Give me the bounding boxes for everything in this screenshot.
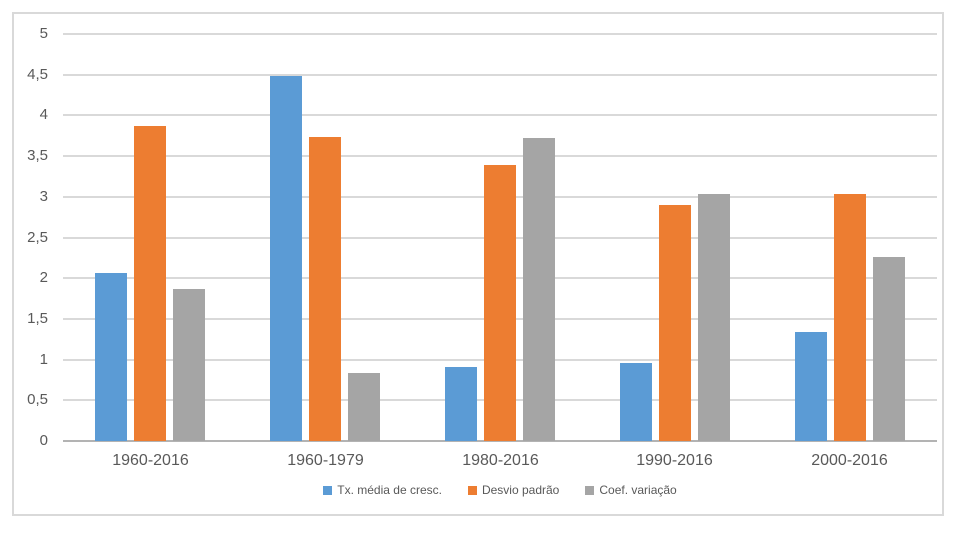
y-axis-tick-label: 4,5	[27, 66, 48, 83]
y-axis-tick-label: 3	[39, 188, 48, 205]
y-axis-tick-label: 2	[39, 269, 48, 286]
x-axis-category-label: 1960-1979	[287, 452, 364, 469]
chart-legend: Tx. média de cresc. Desvio padrão Coef. va…	[63, 483, 937, 497]
gridline	[63, 155, 937, 157]
bar	[620, 363, 652, 441]
bar	[484, 165, 516, 441]
bar	[659, 205, 691, 441]
gridline	[63, 114, 937, 116]
x-axis-category-label: 1980-2016	[462, 452, 539, 469]
y-axis-tick-label: 3,5	[27, 147, 48, 164]
legend-item: Desvio padrão	[467, 483, 560, 497]
y-axis-tick-label: 5	[39, 25, 48, 42]
legend-color-swatch-icon	[467, 485, 477, 495]
legend-color-swatch-icon	[323, 485, 333, 495]
y-axis-tick-label: 1	[39, 351, 48, 368]
bar	[445, 367, 477, 441]
legend-item: Tx. média de cresc.	[323, 483, 442, 497]
bar	[523, 138, 555, 441]
y-axis-tick-label: 1,5	[27, 310, 48, 327]
bar	[834, 194, 866, 441]
legend-series-label: Coef. variação	[599, 483, 677, 497]
bar	[173, 289, 205, 441]
y-axis-tick-label: 2,5	[27, 229, 48, 246]
bar	[795, 332, 827, 441]
chart-frame	[12, 12, 944, 516]
bar	[270, 76, 302, 441]
y-axis-tick-label: 4	[39, 106, 48, 123]
bar	[309, 137, 341, 441]
y-axis-tick-label: 0	[39, 432, 48, 449]
gridline	[63, 33, 937, 35]
legend-color-swatch-icon	[585, 485, 595, 495]
y-axis-tick-label: 0,5	[27, 391, 48, 408]
bar	[873, 257, 905, 441]
x-axis-category-label: 1960-2016	[112, 452, 189, 469]
x-axis-category-label: 2000-2016	[811, 452, 888, 469]
x-axis-line	[63, 440, 937, 442]
bar	[698, 194, 730, 441]
legend-series-label: Tx. média de cresc.	[337, 483, 442, 497]
legend-series-label: Desvio padrão	[481, 483, 560, 497]
legend-item: Coef. variação	[585, 483, 677, 497]
x-axis-category-label: 1990-2016	[636, 452, 713, 469]
gridline	[63, 74, 937, 76]
bar	[134, 126, 166, 441]
bar	[348, 373, 380, 441]
bar	[95, 273, 127, 441]
